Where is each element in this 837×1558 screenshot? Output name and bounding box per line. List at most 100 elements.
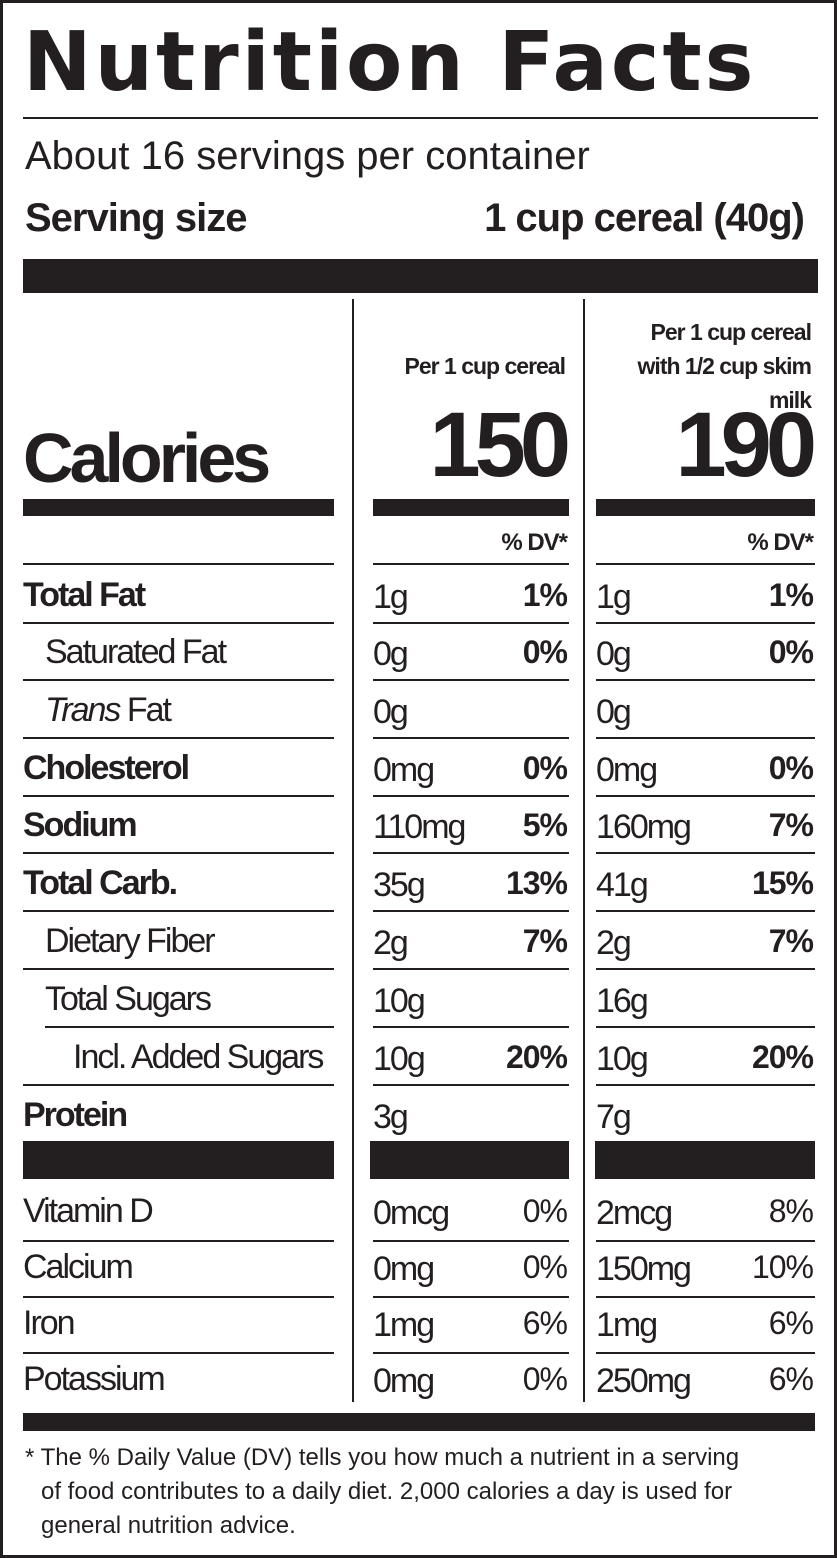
vitamin-rule bbox=[23, 1352, 334, 1354]
row-rule bbox=[23, 1084, 334, 1086]
row-rule-col2 bbox=[596, 852, 815, 854]
column-divider-2 bbox=[583, 299, 585, 1402]
nutrient-name: Total Fat bbox=[23, 576, 146, 614]
dv-header-col1: % DV* bbox=[501, 529, 568, 556]
nutrient-dv-col2: 20% bbox=[751, 1039, 814, 1075]
nutrient-dv-col1: 20% bbox=[505, 1039, 568, 1075]
nutrient-name: Total Carb. bbox=[23, 864, 178, 902]
vitamin-rule-col2 bbox=[596, 1352, 815, 1354]
servings-per-container: About 16 servings per container bbox=[25, 134, 590, 178]
vitamin-bar-name bbox=[23, 1141, 334, 1179]
column-divider-1 bbox=[352, 299, 354, 1402]
nutrient-name: Trans Fat bbox=[45, 690, 172, 730]
nutrient-dv-col2: 7% bbox=[768, 807, 814, 843]
nutrient-amount-col1: 35g bbox=[373, 866, 426, 904]
row-rule bbox=[23, 852, 334, 854]
label-title: Nutrition Facts bbox=[23, 15, 757, 110]
vitamin-name: Calcium bbox=[23, 1248, 134, 1286]
vitamin-dv-col1: 0% bbox=[522, 1193, 568, 1229]
nutrient-amount-col1: 0g bbox=[373, 693, 409, 731]
vitamin-dv-col1: 0% bbox=[522, 1249, 568, 1285]
footnote-line-1: * The % Daily Value (DV) tells you how m… bbox=[25, 1444, 740, 1471]
vitamin-rule bbox=[23, 1296, 334, 1298]
nutrient-amount-col1: 1g bbox=[373, 578, 409, 616]
nutrient-amount-col2: 16g bbox=[596, 982, 649, 1020]
nutrient-amount-col2: 1g bbox=[596, 578, 632, 616]
nutrient-amount-col1: 10g bbox=[373, 1040, 426, 1078]
nutrient-amount-col1: 0g bbox=[373, 635, 409, 673]
rule-header-2 bbox=[596, 563, 815, 565]
row-rule-col1 bbox=[373, 910, 569, 912]
dv-header-col2: % DV* bbox=[747, 529, 814, 556]
nutrient-dv-col1: 1% bbox=[522, 577, 568, 613]
nutrient-dv-col2: 0% bbox=[768, 750, 814, 786]
vitamin-dv-col1: 0% bbox=[522, 1361, 568, 1397]
calories-label: Calories bbox=[23, 419, 271, 497]
row-rule bbox=[23, 622, 334, 624]
row-rule-col2 bbox=[596, 737, 815, 739]
nutrient-amount-col2: 2g bbox=[596, 924, 632, 962]
thick-divider-top bbox=[23, 259, 818, 293]
vitamin-amount-col2: 1mg bbox=[596, 1306, 658, 1344]
vitamin-name: Iron bbox=[23, 1304, 76, 1342]
nutrient-amount-col1: 2g bbox=[373, 924, 409, 962]
vitamin-amount-col1: 0mcg bbox=[373, 1194, 450, 1232]
row-rule-col2 bbox=[596, 622, 815, 624]
nutrient-name: Saturated Fat bbox=[45, 633, 227, 671]
nutrient-dv-col2: 0% bbox=[768, 634, 814, 670]
nutrient-amount-col2: 10g bbox=[596, 1040, 649, 1078]
vitamin-dv-col1: 6% bbox=[522, 1305, 568, 1341]
vitamin-rule-col1 bbox=[373, 1296, 569, 1298]
column2-header-line2: with 1/2 cup skim milk bbox=[637, 353, 812, 413]
row-rule-col1 bbox=[373, 1084, 569, 1086]
nutrient-amount-col2: 7g bbox=[596, 1098, 632, 1136]
nutrient-amount-col2: 0mg bbox=[596, 751, 658, 789]
row-rule bbox=[23, 910, 334, 912]
nutrient-name-rest: Fat bbox=[119, 691, 172, 729]
serving-size-value: 1 cup cereal (40g) bbox=[484, 196, 805, 240]
vitamin-amount-col2: 250mg bbox=[596, 1362, 692, 1400]
vitamin-rule-col1 bbox=[373, 1240, 569, 1242]
nutrient-name: Protein bbox=[23, 1096, 128, 1134]
row-rule-col2 bbox=[596, 795, 815, 797]
calories-bar-col1 bbox=[373, 499, 569, 516]
title-divider bbox=[23, 117, 818, 119]
row-rule-col2 bbox=[596, 910, 815, 912]
vitamin-dv-col2: 8% bbox=[768, 1193, 814, 1229]
vitamin-name: Potassium bbox=[23, 1360, 166, 1398]
nutrient-amount-col2: 41g bbox=[596, 866, 649, 904]
column1-header: Per 1 cup cereal bbox=[404, 353, 566, 379]
vitamin-amount-col1: 1mg bbox=[373, 1306, 435, 1344]
nutrient-name: Sodium bbox=[23, 806, 138, 844]
row-rule bbox=[23, 737, 334, 739]
row-rule bbox=[23, 679, 334, 681]
row-rule-col1 bbox=[373, 968, 569, 970]
row-rule-col1 bbox=[373, 679, 569, 681]
thick-divider-bottom bbox=[23, 1413, 815, 1431]
column2-header-line1: Per 1 cup cereal bbox=[650, 319, 812, 345]
nutrient-dv-col1: 0% bbox=[522, 634, 568, 670]
footnote-line-3: general nutrition advice. bbox=[41, 1512, 296, 1539]
vitamin-dv-col2: 6% bbox=[768, 1305, 814, 1341]
nutrient-amount-col1: 110mg bbox=[373, 808, 466, 846]
vitamin-amount-col2: 2mcg bbox=[596, 1194, 673, 1232]
nutrient-amount-col2: 0g bbox=[596, 693, 632, 731]
vitamin-bar-col1 bbox=[370, 1141, 569, 1179]
footnote-line-2: of food contributes to a daily diet. 2,0… bbox=[41, 1478, 733, 1505]
nutrient-name-italic: Trans bbox=[45, 691, 121, 729]
vitamin-dv-col2: 6% bbox=[768, 1361, 814, 1397]
vitamin-dv-col2: 10% bbox=[751, 1249, 814, 1285]
vitamin-amount-col1: 0mg bbox=[373, 1362, 435, 1400]
nutrient-name: Incl. Added Sugars bbox=[73, 1038, 324, 1076]
nutrient-dv-col2: 7% bbox=[768, 923, 814, 959]
nutrient-dv-col1: 7% bbox=[522, 923, 568, 959]
nutrient-dv-col1: 13% bbox=[505, 865, 568, 901]
row-rule-col2 bbox=[596, 968, 815, 970]
nutrient-amount-col2: 0g bbox=[596, 635, 632, 673]
vitamin-rule bbox=[23, 1240, 334, 1242]
nutrient-amount-col1: 10g bbox=[373, 982, 426, 1020]
nutrient-amount-col2: 160mg bbox=[596, 808, 692, 846]
vitamin-amount-col2: 150mg bbox=[596, 1250, 692, 1288]
row-rule-col1 bbox=[373, 852, 569, 854]
